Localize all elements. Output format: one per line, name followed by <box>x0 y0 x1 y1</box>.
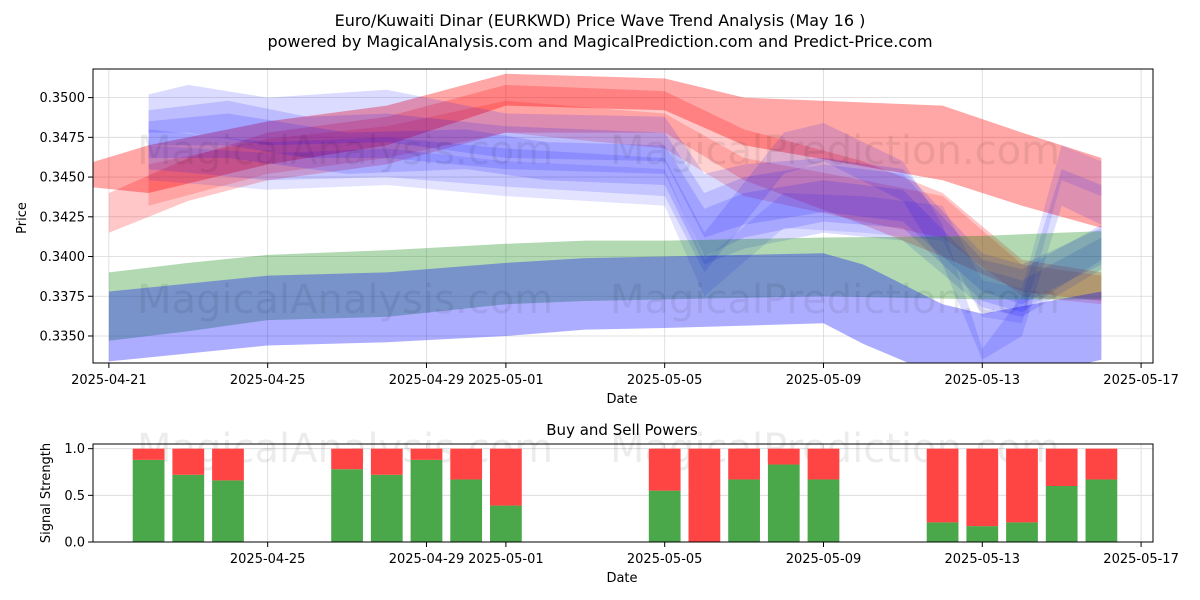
watermark-top-right-2: MagicalPrediction.com <box>610 277 1060 323</box>
wave-band-blue-5 <box>148 113 1102 317</box>
buy-bar <box>212 480 244 542</box>
top-grid <box>93 69 1153 363</box>
buy-bar <box>172 474 205 542</box>
top-y-tick-label: 0.3475 <box>40 131 86 146</box>
buy-bar <box>926 522 959 542</box>
bottom-x-ticks: 2025-04-25 2025-04-29 2025-05-01 2025-05-05… <box>230 542 1179 567</box>
top-x-ticks: 2025-04-21 2025-04-25 2025-04-29 2025-05-01… <box>71 363 1179 388</box>
top-y-tick-label: 0.3500 <box>40 91 86 106</box>
top-y-tick-label: 0.3450 <box>40 171 86 186</box>
top-x-tick-label: 2025-04-21 <box>71 373 147 388</box>
sell-bar <box>926 448 959 523</box>
buy-bar <box>132 459 165 542</box>
bottom-x-tick-label: 2025-05-05 <box>627 552 703 567</box>
buy-bar <box>410 459 443 542</box>
sell-bar <box>212 448 244 481</box>
chart-subtitle: powered by MagicalAnalysis.com and Magic… <box>267 32 932 51</box>
sell-bar <box>1006 448 1038 523</box>
top-x-tick-label: 2025-05-13 <box>945 373 1021 388</box>
wave-band-blue-4 <box>148 100 1102 313</box>
wave-band-red-0 <box>93 73 1102 228</box>
top-x-tick-label: 2025-05-01 <box>468 373 544 388</box>
sell-bar <box>728 448 760 480</box>
bottom-bars <box>132 448 1118 542</box>
sell-bar <box>331 448 363 470</box>
chart-title: Euro/Kuwaiti Dinar (EURKWD) Price Wave T… <box>335 11 866 30</box>
buy-bar <box>966 526 999 542</box>
wave-band-green-8 <box>108 231 1102 341</box>
bottom-y-tick-label: 1.0 <box>64 442 85 457</box>
bottom-y-axis-label: Signal Strength <box>39 443 54 543</box>
bottom-chart-title: Buy and Sell Powers <box>546 421 698 439</box>
top-x-tick-label: 2025-04-29 <box>389 373 465 388</box>
top-x-tick-label: 2025-05-09 <box>786 373 862 388</box>
buy-bar <box>370 474 403 542</box>
sell-bar <box>767 448 800 465</box>
bottom-x-tick-label: 2025-04-29 <box>389 552 465 567</box>
top-y-tick-label: 0.3425 <box>40 210 86 225</box>
top-watermarks: MagicalAnalysis.com MagicalPrediction.co… <box>137 128 1060 323</box>
buy-bar <box>450 479 483 542</box>
top-plot-background <box>93 69 1153 363</box>
buy-bar <box>648 490 681 542</box>
bottom-y-ticks: 0.0 0.5 1.0 <box>64 442 93 551</box>
top-y-ticks: 0.3350 0.3375 0.3400 0.3425 0.3450 0.3475 0.35… <box>40 91 93 344</box>
top-y-tick-label: 0.3400 <box>40 250 86 265</box>
wave-band-blue-7 <box>148 145 1102 324</box>
top-panel: MagicalAnalysis.com MagicalPrediction.co… <box>15 68 1179 407</box>
bottom-x-tick-label: 2025-05-01 <box>468 552 544 567</box>
bottom-y-tick-label: 0.5 <box>64 489 85 504</box>
sell-bar <box>1085 448 1118 480</box>
top-x-tick-label: 2025-05-17 <box>1103 373 1179 388</box>
sell-bar <box>132 448 165 460</box>
wave-band-red-1 <box>108 84 1102 302</box>
buy-bar <box>807 479 840 542</box>
wave-band-blue-6 <box>148 123 1102 360</box>
sell-bar <box>450 448 483 480</box>
sell-bar <box>1045 448 1078 486</box>
sell-bar <box>688 448 721 542</box>
sell-bar <box>172 448 205 475</box>
buy-bar <box>331 469 363 542</box>
bottom-x-tick-label: 2025-05-09 <box>786 552 862 567</box>
sell-bar <box>807 448 840 480</box>
wave-band-blue-9 <box>108 253 1102 363</box>
top-y-tick-label: 0.3375 <box>40 290 86 305</box>
top-bands <box>93 73 1102 363</box>
bottom-x-tick-label: 2025-04-25 <box>230 552 306 567</box>
bottom-panel: Buy and Sell Powers MagicalAnalysis.com … <box>39 421 1179 586</box>
watermark-top-left-1: MagicalAnalysis.com <box>137 128 553 174</box>
top-x-axis-label: Date <box>606 392 637 407</box>
bottom-x-tick-label: 2025-05-13 <box>945 552 1021 567</box>
bottom-plot-frame <box>92 443 1154 543</box>
bottom-y-tick-label: 0.0 <box>64 536 85 551</box>
buy-bar <box>767 464 800 542</box>
buy-bar <box>728 479 760 542</box>
wave-band-blue-3 <box>148 84 1102 305</box>
bottom-x-tick-label: 2025-05-17 <box>1103 552 1179 567</box>
top-plot-frame <box>92 68 1154 364</box>
buy-bar <box>1006 522 1038 542</box>
bottom-x-axis-label: Date <box>606 571 637 586</box>
buy-bar <box>1045 486 1078 542</box>
watermark-top-left-2: MagicalAnalysis.com <box>137 277 553 323</box>
sell-bar <box>410 448 443 460</box>
buy-bar <box>490 505 522 542</box>
buy-bar <box>1085 479 1118 542</box>
sell-bar <box>966 448 999 527</box>
sell-bar <box>490 448 522 506</box>
sell-bar <box>370 448 403 475</box>
sell-bar <box>648 448 681 491</box>
top-y-axis-label: Price <box>15 202 30 234</box>
wave-band-red-2 <box>148 100 1102 305</box>
top-y-tick-label: 0.3350 <box>40 329 86 344</box>
top-x-tick-label: 2025-05-05 <box>627 373 703 388</box>
top-x-tick-label: 2025-04-25 <box>230 373 306 388</box>
watermark-top-right-1: MagicalPrediction.com <box>610 128 1060 174</box>
